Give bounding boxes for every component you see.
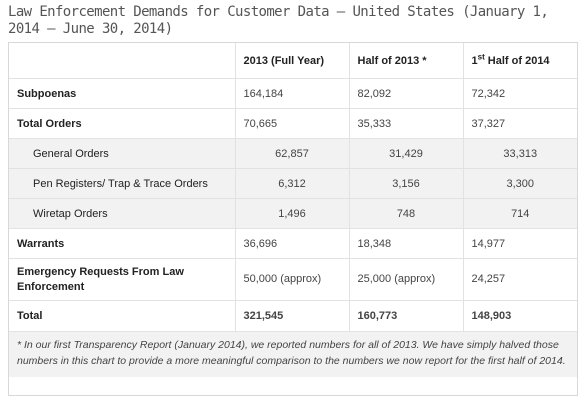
table-header-row: 2013 (Full Year) Half of 2013 * 1st Half… — [9, 43, 577, 79]
header-half-2013: Half of 2013 * — [349, 43, 464, 79]
row-label: Subpoenas — [9, 78, 236, 109]
row-value-half-2013: 31,429 — [349, 138, 464, 169]
header-first-half-2014: 1st Half of 2014 — [463, 43, 577, 79]
row-label: Total — [9, 300, 236, 332]
table-row-pen-registers: Pen Registers/ Trap & Trace Orders 6,312… — [9, 168, 577, 199]
page-title: Law Enforcement Demands for Customer Dat… — [8, 4, 549, 37]
row-label: General Orders — [9, 138, 236, 169]
row-label: Total Orders — [9, 108, 236, 139]
row-label: Pen Registers/ Trap & Trace Orders — [9, 168, 236, 199]
row-value-2013: 321,545 — [235, 300, 350, 332]
row-value-half-2013: 160,773 — [349, 300, 464, 332]
row-value-2013: 70,665 — [235, 108, 350, 139]
header-first-half-2014-suffix: Half of 2014 — [484, 54, 550, 67]
row-value-2013: 1,496 — [235, 198, 350, 229]
header-first-half-2014-prefix: 1 — [471, 54, 478, 67]
row-value-2014: 72,342 — [463, 78, 577, 109]
header-first-half-2014-sup: st — [477, 51, 485, 61]
table-row-warrants: Warrants 36,696 18,348 14,977 — [9, 228, 577, 259]
row-value-2014: 3,300 — [463, 168, 577, 199]
table-row-subpoenas: Subpoenas 164,184 82,092 72,342 — [9, 78, 577, 109]
row-value-2014: 33,313 — [463, 138, 577, 169]
row-value-half-2013: 748 — [349, 198, 464, 229]
row-label: Emergency Requests From Law Enforcement — [9, 258, 236, 301]
row-value-2014: 714 — [463, 198, 577, 229]
table-footnote-row: * In our first Transparency Report (Janu… — [9, 331, 577, 377]
row-value-2014: 148,903 — [463, 300, 577, 332]
table-row-general-orders: General Orders 62,857 31,429 33,313 — [9, 138, 577, 169]
table-row-total-orders: Total Orders 70,665 35,333 37,327 — [9, 108, 577, 139]
row-value-2014: 14,977 — [463, 228, 577, 259]
row-value-half-2013: 3,156 — [349, 168, 464, 199]
table-row-total: Total 321,545 160,773 148,903 — [9, 300, 577, 332]
row-value-half-2013: 82,092 — [349, 78, 464, 109]
header-blank-cell — [9, 43, 236, 79]
table-row-emergency-requests: Emergency Requests From Law Enforcement … — [9, 258, 577, 301]
row-label: Wiretap Orders — [9, 198, 236, 229]
row-value-half-2013: 25,000 (approx) — [349, 258, 464, 301]
row-value-2013: 164,184 — [235, 78, 350, 109]
row-label: Warrants — [9, 228, 236, 259]
row-value-2013: 6,312 — [235, 168, 350, 199]
row-value-2014: 24,257 — [463, 258, 577, 301]
row-value-half-2013: 35,333 — [349, 108, 464, 139]
row-value-2013: 50,000 (approx) — [235, 258, 350, 301]
demands-table: 2013 (Full Year) Half of 2013 * 1st Half… — [9, 43, 577, 377]
table-row-wiretap-orders: Wiretap Orders 1,496 748 714 — [9, 198, 577, 229]
footnote: * In our first Transparency Report (Janu… — [9, 331, 577, 377]
row-value-2013: 36,696 — [235, 228, 350, 259]
row-value-2013: 62,857 — [235, 138, 350, 169]
row-value-half-2013: 18,348 — [349, 228, 464, 259]
row-value-2014: 37,327 — [463, 108, 577, 139]
header-2013-full-year: 2013 (Full Year) — [235, 43, 350, 79]
data-table: 2013 (Full Year) Half of 2013 * 1st Half… — [8, 42, 578, 396]
